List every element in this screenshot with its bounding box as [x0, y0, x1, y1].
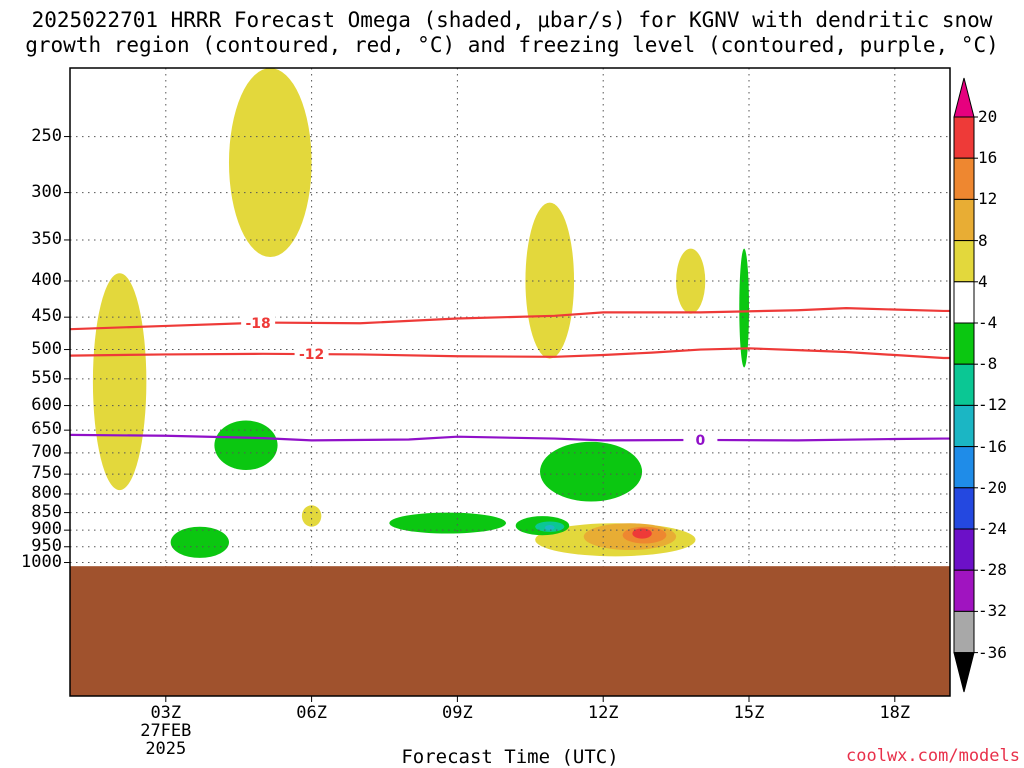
- colorbar-tick-label: -20: [978, 477, 1007, 497]
- y-tick-label: 250: [31, 125, 62, 146]
- x-tick-label: 09Z: [442, 703, 473, 723]
- x-tick-label: 03Z: [150, 703, 182, 723]
- date-label: 2025: [145, 739, 187, 759]
- y-tick-label: 950: [31, 535, 62, 556]
- omega-region-4: [676, 248, 706, 314]
- colorbar-tick-label: -36: [978, 642, 1007, 662]
- omega-region-11: [540, 441, 643, 502]
- omega-region-10: [214, 420, 278, 471]
- x-axis-label: Forecast Time (UTC): [401, 746, 619, 768]
- contour-label-bg: [294, 346, 329, 363]
- y-tick-label: 450: [31, 306, 62, 327]
- colorbar-tick-label: -12: [978, 395, 1007, 415]
- contour-label-bg: [241, 314, 276, 331]
- y-tick-label: 1000: [21, 551, 62, 572]
- colorbar-bin-7: [953, 363, 975, 406]
- colorbar: [953, 77, 978, 693]
- omega-region-16: [544, 524, 555, 531]
- colorbar-tick-label: -16: [978, 436, 1007, 456]
- contour-line-1: [70, 347, 950, 360]
- contour-label: -12: [299, 347, 324, 363]
- contour-label-bg: [683, 431, 718, 448]
- colorbar-bin-11: [953, 528, 975, 571]
- contour-layer: -18 -12 0: [70, 307, 950, 449]
- colorbar-bin-12: [953, 569, 975, 612]
- y-tick-label: 700: [31, 441, 62, 462]
- colorbar-bin-6: [953, 322, 975, 365]
- colorbar-bin-10: [953, 487, 975, 530]
- contour-line-2: [70, 433, 950, 442]
- y-tick-label: 650: [31, 419, 62, 440]
- colorbar-tick-label: 16: [978, 148, 998, 168]
- colorbar-tick-label: 12: [978, 189, 998, 209]
- colorbar-tick-label: -28: [978, 560, 1007, 580]
- y-tick-label: 600: [31, 394, 62, 415]
- colorbar-tick-label: 4: [978, 271, 988, 291]
- omega-region-13: [389, 512, 506, 534]
- y-tick-label: 350: [31, 228, 62, 249]
- chart-title-line-1: 2025022701 HRRR Forecast Omega (shaded, …: [31, 8, 993, 32]
- omega-region-1: [228, 68, 312, 257]
- y-tick-label: 800: [31, 482, 62, 503]
- contour-label: 0: [696, 433, 706, 449]
- omega-region-9: [739, 248, 749, 368]
- y-tick-label: 550: [31, 367, 62, 388]
- x-tick-label: 12Z: [587, 703, 619, 723]
- y-tick-label: 400: [31, 269, 62, 290]
- chart-title-line-2: growth region (contoured, red, °C) and f…: [25, 33, 999, 57]
- omega-region-3: [525, 202, 575, 359]
- colorbar-bin-13: [953, 610, 975, 654]
- colorbar-bin-1: [953, 116, 975, 159]
- x-tick-label: 06Z: [296, 703, 327, 723]
- contour-label: -18: [245, 316, 270, 332]
- colorbar-bin-8: [953, 404, 975, 448]
- colorbar-tick-label: -8: [978, 354, 998, 374]
- omega-region-0: [92, 273, 147, 491]
- y-tick-label: 500: [31, 338, 62, 359]
- colorbar-bin-4: [953, 240, 975, 283]
- terrain-fill: [70, 566, 950, 696]
- colorbar-tick-label: -32: [978, 601, 1007, 621]
- contour-line-0: [70, 307, 950, 331]
- terrain-layer: [70, 566, 950, 696]
- x-tick-label: 18Z: [879, 703, 911, 723]
- colorbar-tick-label: -4: [978, 313, 998, 332]
- omega-region-12: [170, 526, 229, 558]
- credit-text: coolwx.com/models: [846, 746, 1020, 766]
- colorbar-tick-label: 8: [978, 230, 988, 250]
- y-tick-label: 900: [31, 519, 62, 540]
- colorbar-bin-5: [953, 281, 975, 324]
- colorbar-bin-2: [953, 157, 975, 200]
- omega-region-2: [301, 505, 322, 527]
- y-tick-label: 850: [31, 501, 62, 522]
- y-tick-label: 750: [31, 463, 62, 484]
- plot-frame: [69, 67, 951, 697]
- colorbar-tick-label: 20: [978, 107, 998, 126]
- colorbar-bottom-arrow: [953, 652, 975, 693]
- x-tick-label: 15Z: [733, 703, 765, 723]
- omega-region-8: [632, 528, 652, 539]
- colorbar-bin-9: [953, 446, 975, 489]
- colorbar-tick-label: -24: [978, 519, 1007, 538]
- y-tick-label: 300: [31, 181, 62, 202]
- colorbar-bin-3: [953, 198, 975, 242]
- axis-ticks: [64, 136, 896, 702]
- date-label: 27FEB: [140, 721, 192, 741]
- colorbar-top-arrow: [953, 77, 975, 118]
